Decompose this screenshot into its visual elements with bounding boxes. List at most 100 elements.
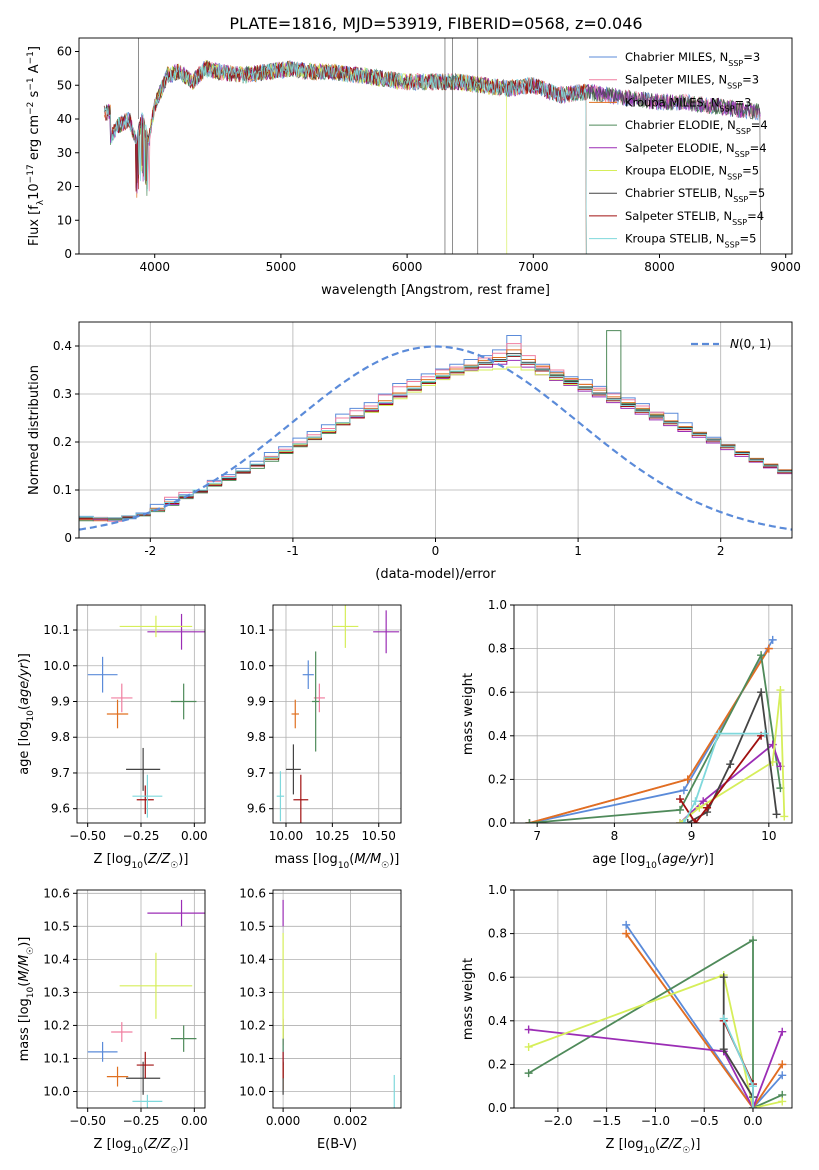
- x-tick-label: −0.25: [123, 829, 160, 843]
- x-tick-label: −1.5: [592, 1114, 621, 1128]
- y-tick-label: 0.4: [488, 729, 507, 743]
- weight-marker: [714, 729, 723, 738]
- y-tick-label: 60: [57, 45, 72, 59]
- errorbar-chabrier-miles: [87, 1041, 118, 1062]
- zage-xlabel: Z [log10(Z/Z☉)]: [94, 852, 189, 871]
- y-tick-label: 0.6: [488, 970, 507, 984]
- legend-entry: Chabrier MILES, NSSP=3: [625, 50, 760, 68]
- legend-model: Kroupa MILES, N: [625, 95, 720, 109]
- y-tick-label: 10.6: [43, 886, 70, 900]
- label-part: 10: [338, 861, 350, 871]
- x-tick-label: 0.00: [181, 1114, 208, 1128]
- normal-legend-label: N(0, 1): [730, 337, 771, 351]
- errorbar-salpeter-elodie: [373, 610, 400, 654]
- legend-n: =4: [750, 141, 767, 155]
- legend-n: =5: [748, 186, 765, 200]
- label-part: −1: [26, 51, 36, 64]
- weight-marker: [772, 810, 781, 819]
- plot-area-spectrum: [103, 38, 761, 254]
- weight-marker: [676, 819, 685, 823]
- legend-sub: SSP: [720, 104, 735, 113]
- weight-marker: [776, 686, 785, 695]
- y-tick-label: 10.0: [239, 659, 266, 673]
- y-tick-label: 10.6: [239, 886, 266, 900]
- y-tick-label: 9.9: [51, 694, 70, 708]
- x-tick-label: 7000: [518, 260, 549, 274]
- label-part: (: [349, 852, 354, 867]
- legend-entry: Chabrier STELIB, NSSP=5: [625, 186, 765, 204]
- x-tick-label: 9000: [770, 260, 801, 274]
- label-part: (: [17, 982, 32, 987]
- plot-area-mass_age: [276, 605, 400, 823]
- y-tick-label: 9.7: [247, 766, 266, 780]
- label-part: ]: [27, 46, 42, 51]
- weight-marker: [764, 644, 773, 653]
- legend-sub: SSP: [735, 149, 750, 158]
- weight-marker: [525, 819, 534, 823]
- errorbar-chabrier-elodie: [311, 651, 320, 752]
- legend-entry: Chabrier ELODIE, NSSP=4: [625, 118, 768, 136]
- axes-frame: [78, 37, 793, 255]
- weight-marker: [757, 651, 766, 660]
- legend-n: =4: [747, 209, 764, 223]
- weight-line-chabrier-miles: [529, 639, 774, 823]
- label-part: Z [: [94, 852, 112, 867]
- weight-marker: [719, 1014, 728, 1023]
- label-part: 10: [131, 1146, 143, 1156]
- errorbar-chabrier-stelib: [126, 1061, 161, 1095]
- label-part: log: [112, 852, 132, 867]
- weight-marker: [695, 803, 704, 812]
- legend-entry: Kroupa MILES, NSSP=3: [625, 95, 751, 113]
- x-tick-label: 1: [574, 544, 582, 558]
- errorbar-kroupa-stelib: [132, 774, 163, 818]
- legend-sub: SSP: [728, 59, 743, 68]
- errorbar-salpeter-elodie: [147, 899, 205, 927]
- y-tick-label: 10.1: [43, 1051, 70, 1065]
- y-tick-label: 0.2: [488, 772, 507, 786]
- label-part: Z/Z: [147, 1137, 171, 1152]
- weight-marker: [778, 1027, 787, 1036]
- label-part: )]: [690, 1137, 700, 1152]
- weight-marker: [726, 760, 735, 769]
- histogram-salpeter-elodie: [79, 359, 792, 538]
- legend-n: =4: [751, 118, 768, 132]
- ageweight-xlabel: age [log10(age/yr)]: [592, 852, 714, 871]
- x-tick-label: 0.00: [181, 829, 208, 843]
- errorbar-kroupa-miles: [106, 1066, 129, 1087]
- y-tick-label: 10.2: [239, 1018, 266, 1032]
- y-tick-label: 0.1: [53, 483, 72, 497]
- y-tick-label: 9.8: [51, 730, 70, 744]
- y-tick-label: 40: [57, 112, 72, 126]
- errorbar-salpeter-miles: [111, 1022, 133, 1042]
- weight-marker: [748, 1104, 757, 1108]
- plot-area-Z_age: [87, 613, 205, 818]
- y-tick-label: 0: [64, 247, 72, 261]
- errorbar-kroupa-elodie: [332, 605, 359, 648]
- label-part: age/yr: [17, 662, 32, 705]
- zage-ylabel: age [log10(age/yr)]: [17, 653, 36, 775]
- label-part: ☉: [26, 947, 36, 955]
- weight-marker: [757, 688, 766, 697]
- y-tick-label: 0.3: [53, 387, 72, 401]
- errorbar-kroupa-elodie: [119, 952, 193, 1019]
- weight-marker: [683, 775, 692, 784]
- y-tick-label: 10.4: [43, 952, 70, 966]
- legend-entry: Kroupa ELODIE, NSSP=5: [625, 164, 759, 182]
- x-tick-label: 6000: [392, 260, 423, 274]
- y-tick-label: 10.5: [43, 919, 70, 933]
- weight-marker: [768, 635, 777, 644]
- errorbar-chabrier-stelib: [126, 747, 161, 791]
- histogram-kroupa-elodie: [79, 366, 792, 538]
- legend-entry: Kroupa STELIB, NSSP=5: [625, 232, 756, 250]
- y-tick-label: 1.0: [488, 883, 507, 897]
- x-tick-label: −0.5: [690, 1114, 719, 1128]
- y-tick-label: 10.3: [239, 985, 266, 999]
- errorbar-salpeter-stelib: [136, 1051, 154, 1079]
- label-part: age [: [592, 852, 625, 867]
- legend-sub: SSP: [727, 81, 742, 90]
- weight-marker: [679, 786, 688, 795]
- axes-frame: [272, 889, 402, 1109]
- label-part: ☉: [170, 1146, 178, 1156]
- legend-args: (0, 1): [739, 337, 771, 351]
- weight-line-kroupa-miles: [625, 933, 783, 1108]
